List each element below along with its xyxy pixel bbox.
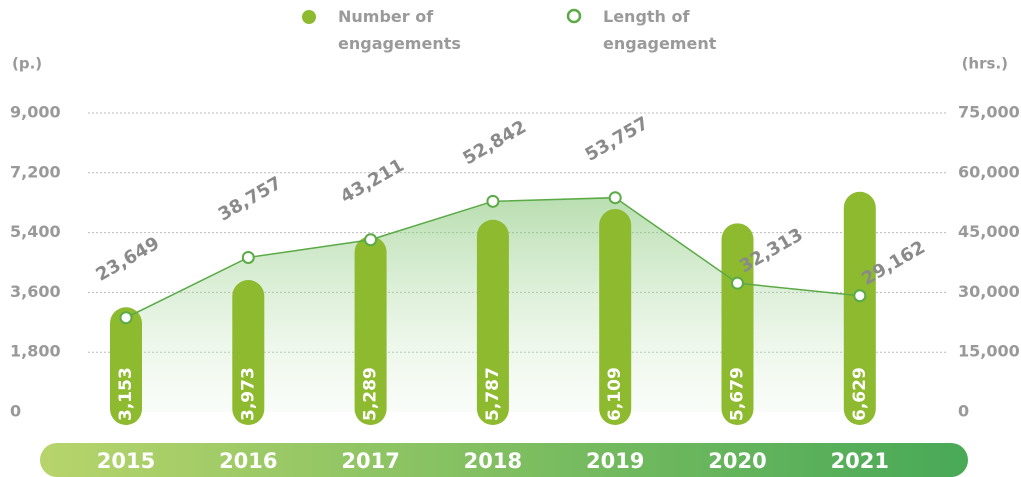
y-tick-label: 3,600 bbox=[10, 282, 61, 301]
bar bbox=[354, 236, 387, 425]
line-value-label: 38,757 bbox=[215, 173, 286, 226]
bar bbox=[110, 307, 142, 425]
bar-value-label: 3,153 bbox=[116, 367, 136, 421]
year-band bbox=[40, 443, 968, 477]
y2-tick-label: 0 bbox=[958, 402, 969, 421]
y2-axis-label: (hrs.) bbox=[962, 55, 1008, 73]
bar-value-label: 5,289 bbox=[361, 367, 381, 421]
y-tick-label: 7,200 bbox=[10, 162, 61, 181]
line-point bbox=[364, 233, 378, 247]
line-point bbox=[241, 250, 255, 264]
x-tick-label: 2015 bbox=[97, 449, 155, 473]
line-value-label: 23,649 bbox=[92, 233, 163, 286]
y-tick-label: 9,000 bbox=[10, 103, 61, 122]
y-tick-label: 1,800 bbox=[10, 342, 61, 361]
x-tick-label: 2018 bbox=[464, 449, 522, 473]
bar bbox=[721, 223, 754, 425]
bar-value-label: 3,973 bbox=[238, 367, 258, 421]
line-point bbox=[731, 276, 744, 290]
bar-value-label: 5,787 bbox=[483, 367, 503, 421]
line-value-label: 53,757 bbox=[582, 113, 653, 166]
bar bbox=[232, 280, 265, 425]
legend-swatch bbox=[302, 10, 316, 24]
x-tick-label: 2019 bbox=[586, 449, 644, 473]
x-tick-label: 2020 bbox=[708, 449, 766, 473]
bar-value-label: 6,109 bbox=[605, 367, 625, 421]
legend-label: Number of engagements bbox=[338, 7, 461, 53]
bar bbox=[476, 219, 509, 425]
y-tick-label: 0 bbox=[10, 402, 21, 421]
y-axis-label: (p.) bbox=[12, 55, 42, 73]
bar bbox=[599, 209, 632, 425]
y2-tick-label: 15,000 bbox=[958, 342, 1020, 361]
line-value-label: 43,211 bbox=[337, 155, 408, 208]
y2-tick-label: 30,000 bbox=[958, 282, 1020, 301]
y-tick-label: 5,400 bbox=[10, 222, 61, 241]
legend-label: Length of engagement bbox=[603, 7, 717, 53]
line-value-label: 52,842 bbox=[459, 116, 530, 169]
x-tick-label: 2016 bbox=[219, 449, 277, 473]
line-point bbox=[119, 311, 133, 325]
bar-value-label: 5,679 bbox=[728, 367, 748, 421]
y2-tick-label: 75,000 bbox=[958, 103, 1020, 122]
line-point bbox=[853, 289, 867, 303]
y2-tick-label: 60,000 bbox=[958, 162, 1020, 181]
x-tick-label: 2021 bbox=[831, 449, 889, 473]
y2-tick-label: 45,000 bbox=[958, 222, 1020, 241]
bar bbox=[843, 191, 876, 425]
x-tick-label: 2017 bbox=[341, 449, 399, 473]
line-point bbox=[608, 191, 622, 205]
legend-swatch bbox=[566, 8, 582, 24]
bar-value-label: 6,629 bbox=[850, 367, 870, 421]
line-point bbox=[486, 194, 500, 208]
